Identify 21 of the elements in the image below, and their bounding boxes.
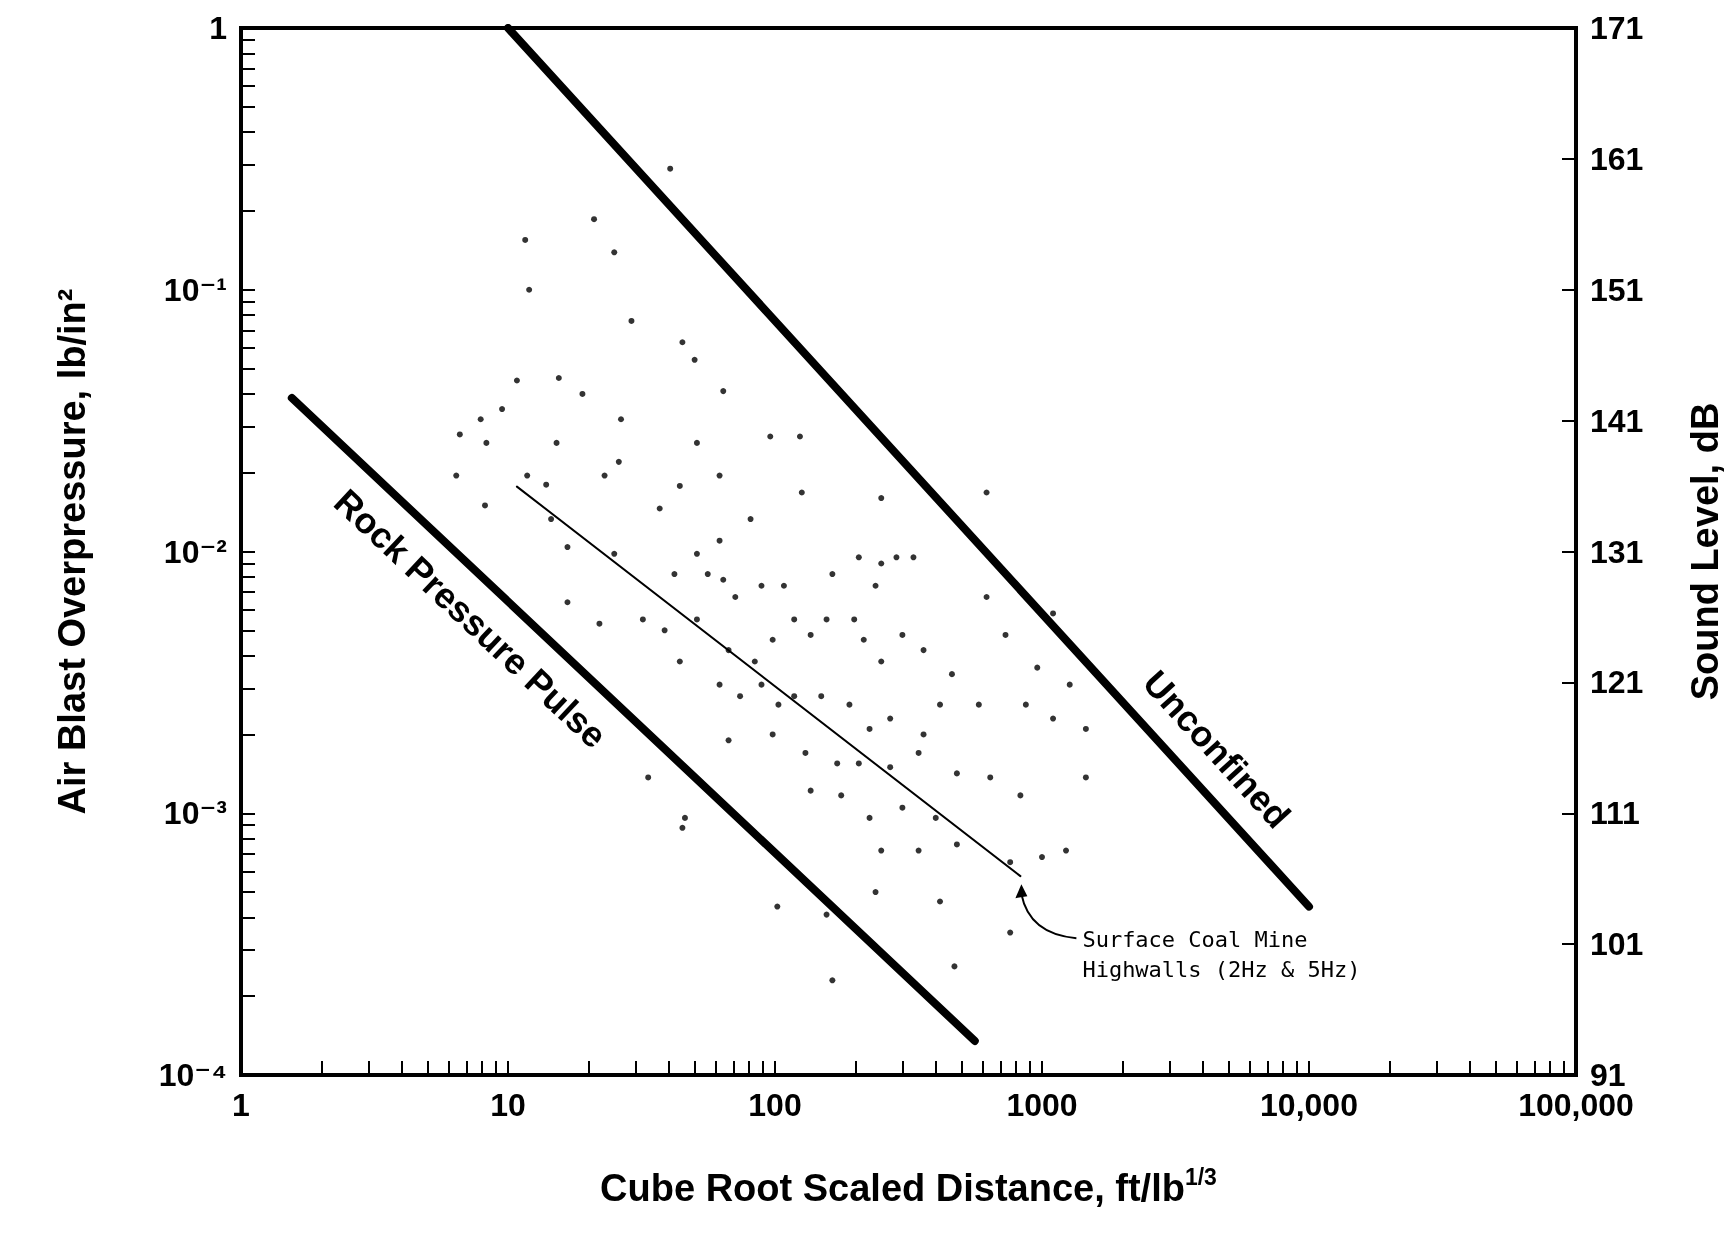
y2-tick-label: 101 (1590, 926, 1644, 963)
y-tick-label: 10⁻⁴ (158, 1057, 227, 1093)
y2-axis-title: Sound Level, dB (1684, 402, 1726, 701)
y2-tick-label: 111 (1590, 795, 1640, 832)
y-tick-label: 10⁻¹ (163, 271, 227, 308)
y-tick-label: 10⁻³ (163, 795, 227, 832)
y2-tick-label: 171 (1590, 10, 1644, 46)
y2-tick-label: 131 (1590, 533, 1644, 570)
y-tick-label: 10⁻² (163, 533, 227, 570)
y2-tick-label: 151 (1590, 271, 1644, 308)
y-axis-title: Air Blast Overpressure, lb/in² (51, 288, 93, 815)
x-tick-label: 100 (748, 1087, 802, 1123)
x-tick-label: 10,000 (1260, 1087, 1358, 1123)
y-tick-label: 1 (209, 10, 227, 46)
x-tick-label: 10 (490, 1087, 526, 1123)
annotation: Surface Coal Mine Highwalls (2Hz & 5Hz) (1082, 926, 1361, 982)
y2-tick-label: 161 (1590, 140, 1644, 177)
y2-tick-label: 141 (1590, 402, 1644, 439)
x-tick-label: 1000 (1006, 1087, 1078, 1123)
x-tick-label: 1 (232, 1087, 250, 1123)
y2-tick-label: 121 (1590, 664, 1644, 701)
